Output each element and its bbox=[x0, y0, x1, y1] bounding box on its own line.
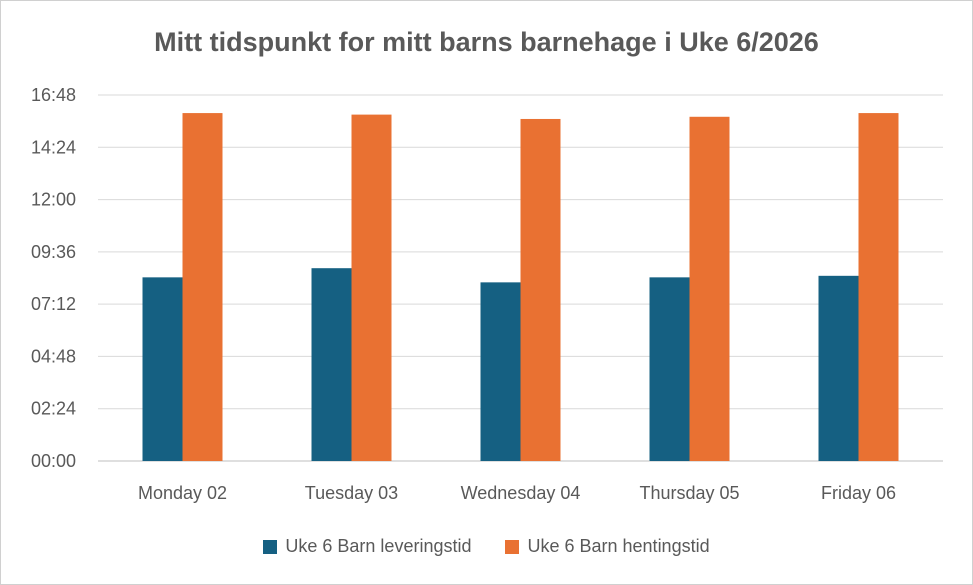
legend-swatch-henting bbox=[505, 539, 520, 554]
bar-henting bbox=[689, 116, 730, 462]
bar-henting bbox=[858, 113, 899, 461]
y-tick-label: 14:24 bbox=[31, 137, 76, 157]
legend-item-henting: Uke 6 Barn hentingstid bbox=[505, 536, 710, 557]
legend-label-henting: Uke 6 Barn hentingstid bbox=[527, 536, 710, 556]
x-axis-ticks: Monday 02 Tuesday 03 Wednesday 04 Thursday … bbox=[138, 483, 896, 503]
bar-levering bbox=[311, 268, 352, 461]
legend-label-levering: Uke 6 Barn leveringstid bbox=[285, 536, 472, 556]
bar-levering bbox=[142, 277, 183, 461]
bar-levering bbox=[649, 277, 690, 461]
bar-henting bbox=[182, 113, 223, 461]
x-tick-label: Thursday 05 bbox=[639, 483, 739, 503]
bar-henting bbox=[520, 118, 561, 461]
y-axis-ticks: 00:00 02:24 04:48 07:12 09:36 12:00 14:24 16:48 bbox=[31, 85, 76, 471]
x-tick-label: Wednesday 04 bbox=[461, 483, 581, 503]
x-tick-label: Monday 02 bbox=[138, 483, 227, 503]
y-tick-label: 09:36 bbox=[31, 242, 76, 262]
bar-levering bbox=[818, 275, 859, 461]
bars bbox=[142, 113, 899, 462]
x-tick-label: Friday 06 bbox=[821, 483, 896, 503]
bar-henting bbox=[351, 114, 392, 461]
legend: Uke 6 Barn leveringstid Uke 6 Barn henti… bbox=[1, 536, 972, 557]
y-tick-label: 12:00 bbox=[31, 190, 76, 210]
y-tick-label: 04:48 bbox=[31, 346, 76, 366]
chart-title: Mitt tidspunkt for mitt barns barnehage … bbox=[154, 27, 819, 57]
y-tick-label: 07:12 bbox=[31, 294, 76, 314]
x-tick-label: Tuesday 03 bbox=[305, 483, 398, 503]
bar-levering bbox=[480, 282, 521, 461]
legend-swatch-levering bbox=[263, 539, 278, 554]
y-tick-label: 16:48 bbox=[31, 85, 76, 105]
y-tick-label: 02:24 bbox=[31, 399, 76, 419]
y-tick-label: 00:00 bbox=[31, 451, 76, 471]
legend-item-levering: Uke 6 Barn leveringstid bbox=[263, 536, 471, 557]
